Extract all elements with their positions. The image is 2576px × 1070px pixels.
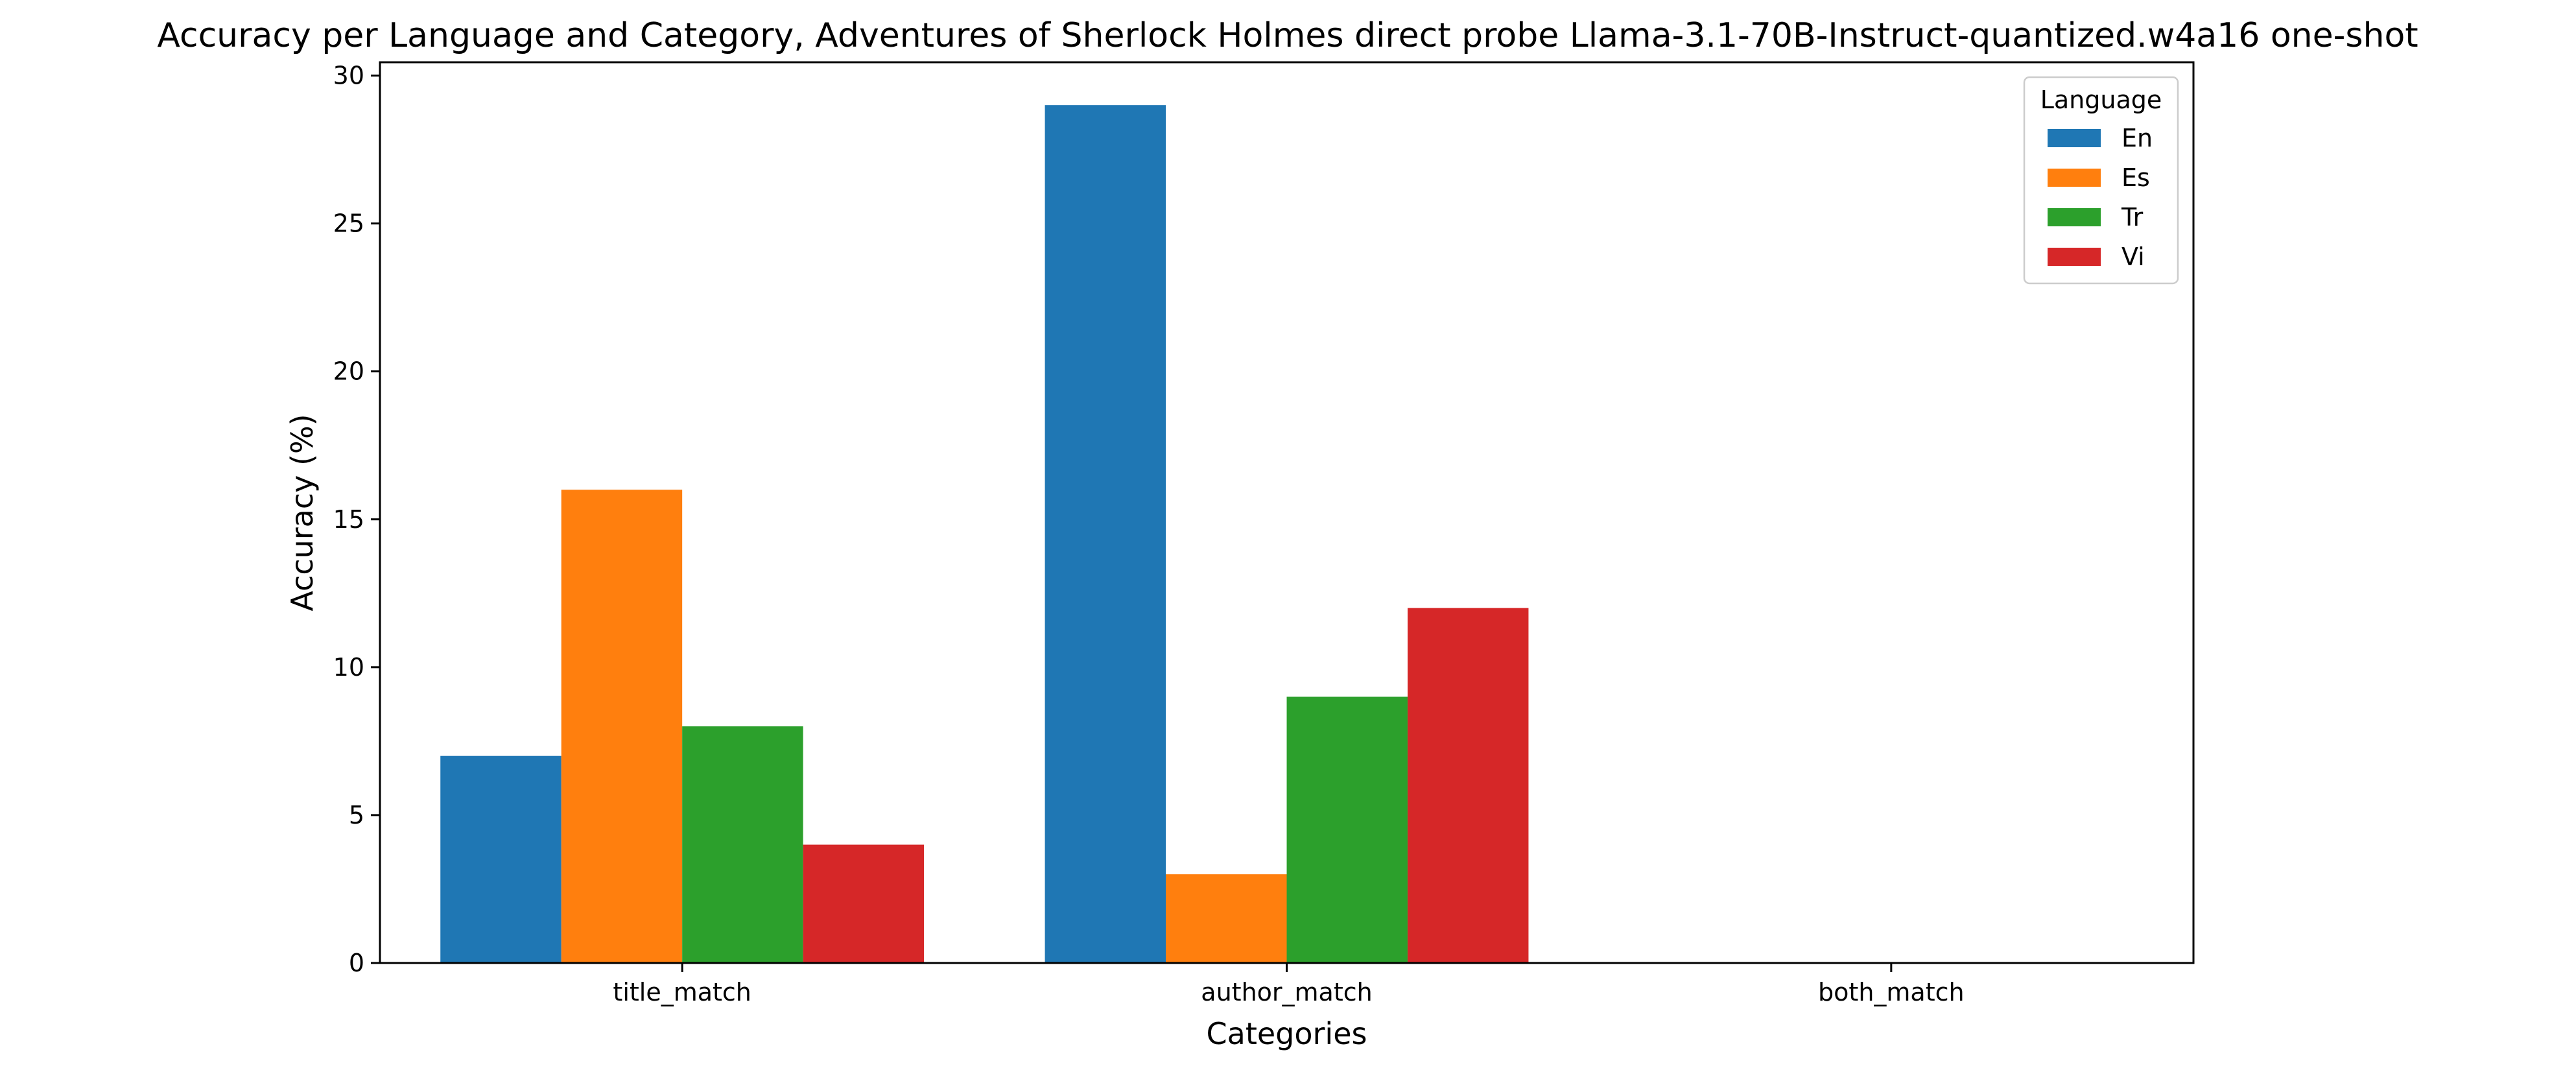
y-tick-label: 10: [333, 653, 364, 682]
y-axis-label: Accuracy (%): [285, 414, 320, 611]
y-tick-label: 5: [349, 801, 364, 829]
bar-en-title_match: [440, 755, 561, 963]
bar-tr-author_match: [1286, 696, 1408, 963]
legend-label-vi: Vi: [2121, 243, 2145, 271]
x-axis-ticks: title_match author_match both_match: [613, 963, 1965, 1006]
x-tick-label: title_match: [613, 978, 751, 1006]
bar-vi-title_match: [803, 844, 925, 963]
plot-area-frame: [379, 61, 2195, 964]
bars-layer: [440, 105, 1529, 964]
y-tick-label: 25: [333, 209, 364, 238]
legend-box: [2023, 76, 2179, 285]
y-tick-label: 15: [333, 505, 364, 534]
legend-swatch-es: [2048, 169, 2101, 187]
chart-title: Accuracy per Language and Category, Adve…: [157, 16, 2418, 55]
legend-swatch-tr: [2048, 208, 2101, 226]
bar-vi-author_match: [1407, 608, 1529, 963]
x-tick-label: both_match: [1818, 978, 1965, 1006]
x-tick-label: author_match: [1201, 978, 1372, 1006]
bar-es-title_match: [561, 490, 683, 963]
y-tick-label: 20: [333, 357, 364, 386]
legend-entries: En Es Tr Vi: [2048, 124, 2153, 271]
bar-tr-title_match: [682, 726, 803, 963]
legend-label-en: En: [2121, 124, 2153, 152]
bar-en-author_match: [1045, 105, 1166, 964]
y-axis-ticks: 0 5 10 15 20 25 30: [333, 62, 380, 977]
bar-es-author_match: [1166, 874, 1287, 963]
legend-swatch-en: [2048, 129, 2101, 147]
legend-swatch-vi: [2048, 248, 2101, 266]
y-tick-label: 30: [333, 62, 364, 90]
legend-label-es: Es: [2121, 163, 2150, 192]
y-tick-label: 0: [349, 949, 364, 977]
legend: Language En Es Tr Vi: [2023, 76, 2179, 285]
legend-label-tr: Tr: [2121, 203, 2144, 232]
x-axis-label: Categories: [1207, 1016, 1367, 1051]
legend-title: Language: [2040, 86, 2162, 114]
